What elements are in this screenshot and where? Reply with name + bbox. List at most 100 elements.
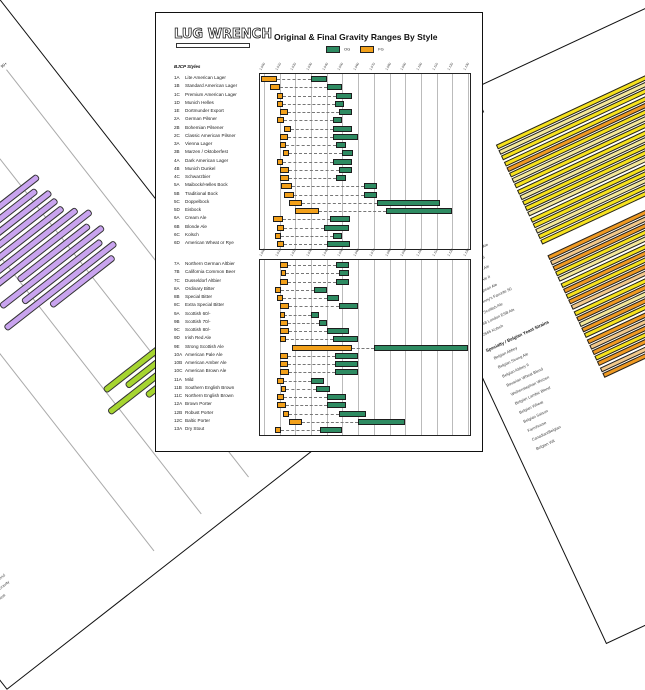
fg-og-connector: [289, 169, 340, 171]
axis-tick-label: 1.120: [446, 61, 455, 71]
style-row-label: 6C Kolsch: [174, 231, 199, 239]
style-name: Southern English Brown: [185, 384, 235, 390]
gridline: [264, 74, 265, 250]
style-row-label: 10A American Pale Ale: [174, 351, 223, 359]
og-range-bar: [342, 150, 354, 157]
axis-tick-label: 1.000: [258, 61, 267, 71]
og-range-bar: [315, 385, 330, 392]
style-name: Strong Scottish Ale: [185, 343, 224, 349]
fg-range-bar: [274, 286, 282, 293]
gridline: [420, 74, 422, 250]
gridline: [373, 74, 375, 250]
style-row-label: 8B Special Bitter: [174, 293, 212, 301]
gridline: [468, 74, 469, 250]
style-code: 2A: [174, 116, 180, 122]
fg-og-connector: [292, 186, 365, 188]
style-code: 5D: [174, 207, 180, 212]
gridline: [279, 260, 281, 436]
fg-og-connector: [276, 79, 312, 80]
style-row-label: 8C Extra Special Bitter: [174, 301, 224, 309]
style-row-label: 1C Premium American Lager: [174, 91, 237, 99]
fg-range-bar: [279, 142, 286, 148]
style-code: 5C: [174, 198, 180, 204]
style-name: Kolsch: [185, 231, 199, 237]
style-row-label: 12A Brown Porter: [174, 400, 212, 408]
fg-og-connector: [282, 161, 334, 163]
fg-range-bar: [279, 303, 290, 310]
style-code: 4C: [174, 174, 180, 179]
og-range-bar: [376, 199, 440, 206]
og-range-bar: [326, 84, 343, 91]
fg-range-bar: [279, 328, 290, 334]
og-range-bar: [333, 133, 359, 140]
style-name: Cream Ale: [185, 215, 207, 221]
fg-range-bar: [276, 377, 285, 384]
style-row-label: 2C Classic American Pilsner: [174, 132, 236, 140]
fg-range-bar: [281, 270, 287, 277]
style-code: 13A: [174, 426, 183, 431]
style-row-label: 5A Maibock/Helles Bock: [174, 181, 228, 189]
style-code: 1B: [174, 83, 180, 89]
axis-tick-label: 1.080: [384, 61, 392, 71]
style-name: Dry Stout: [185, 426, 205, 431]
og-range-bar: [333, 117, 343, 124]
style-row-label: 4A Dark American Lager: [174, 157, 228, 165]
axis-tick-label: 1.070: [368, 61, 376, 71]
og-range-bar: [326, 328, 349, 334]
gridline: [468, 260, 469, 436]
style-code: 10C: [174, 368, 183, 374]
chart-legend: OG FG: [326, 46, 384, 53]
left-strain-label: Belgian Wheat: [0, 592, 7, 613]
fg-og-connector: [318, 211, 387, 212]
og-range-bar: [358, 418, 406, 425]
fg-range-bar: [289, 199, 302, 206]
fg-range-bar: [279, 262, 288, 268]
style-name: Schwarzbier: [185, 174, 211, 179]
style-code: 10B: [174, 360, 183, 365]
style-name: Premium American Lager: [185, 91, 237, 97]
style-row-label: 11C Northern English Brown: [174, 392, 234, 400]
lug-wrench-logo: LUG WRENCH: [174, 27, 273, 43]
og-range-bar: [334, 361, 359, 367]
style-row-label: 9B Scottish 70/-: [174, 318, 211, 326]
style-name: German Pilsner: [185, 116, 217, 122]
fg-og-connector: [301, 202, 377, 204]
og-range-bar: [336, 142, 346, 148]
style-code: 6B: [174, 223, 180, 229]
fg-range-bar: [279, 319, 288, 326]
fg-range-bar: [273, 216, 283, 223]
style-row-label: 2A German Pilsner: [174, 115, 217, 123]
style-name: Scottish 70/-: [185, 318, 211, 324]
fg-range-bar: [279, 175, 290, 181]
fg-range-bar: [279, 109, 288, 115]
fg-range-bar: [274, 232, 282, 239]
fg-og-connector: [285, 145, 337, 146]
og-range-bar: [339, 270, 349, 277]
style-code: 5B: [174, 190, 180, 196]
fg-range-bar: [279, 361, 288, 367]
og-range-bar: [320, 427, 343, 433]
style-code: 7B: [174, 269, 180, 275]
style-name: Robust Porter: [185, 409, 214, 415]
style-row-label: 1B Standard American Lager: [174, 82, 237, 90]
fg-range-bar: [276, 402, 286, 409]
fg-range-bar: [295, 208, 319, 214]
fg-range-bar: [276, 295, 283, 301]
style-row-label: 2B Bohemian Pilsener: [174, 124, 224, 132]
og-range-bar: [364, 191, 377, 198]
style-row-label: 13A Dry Stout: [174, 425, 204, 433]
fg-og-connector: [284, 120, 334, 122]
style-name: Ordinary Bitter: [185, 285, 215, 291]
og-range-bar: [326, 241, 351, 247]
style-row-label: 9D Irish Red Ale: [174, 334, 211, 342]
fg-range-bar: [260, 76, 277, 82]
style-row-label: 12C Baltic Porter: [174, 417, 210, 425]
og-range-bar: [334, 100, 345, 107]
style-name: Special Bitter: [185, 294, 213, 299]
axis-tick-label: 1.010: [274, 61, 282, 71]
fg-og-connector: [301, 421, 359, 423]
style-row-label: 10B American Amber Ale: [174, 359, 227, 367]
fg-og-connector: [285, 405, 327, 407]
fg-range-bar: [276, 100, 283, 107]
style-name: California Common Beer: [185, 269, 236, 275]
